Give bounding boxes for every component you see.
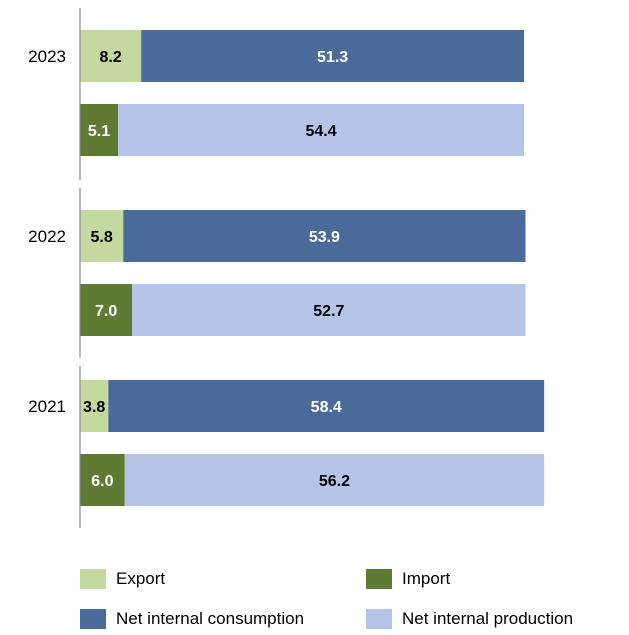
- data-label-2023-import: 5.1: [88, 123, 110, 140]
- bar-2022-import: [80, 284, 133, 336]
- legend-swatch-import: [366, 569, 392, 589]
- legend-label-net-internal-production: Net internal production: [402, 609, 574, 628]
- bar-2021-export: [80, 380, 109, 432]
- data-label-2022-net-internal-production: 52.7: [313, 303, 344, 320]
- bar-2021-import: [80, 454, 125, 506]
- legend-item-net-internal-consumption: Net internal consumption: [80, 609, 304, 629]
- bar-2023-export: [80, 30, 142, 82]
- data-label-2022-export: 5.8: [91, 229, 113, 246]
- data-label-2021-net-internal-production: 56.2: [319, 473, 350, 490]
- data-label-2021-net-internal-consumption: 58.4: [311, 399, 342, 416]
- bar-2023-import: [80, 104, 119, 156]
- data-label-2023-export: 8.2: [99, 49, 121, 66]
- bar-2022-net-internal-consumption: [123, 210, 526, 262]
- legend-swatch-export: [80, 569, 106, 589]
- legend-label-import: Import: [402, 569, 451, 588]
- bar-2021-net-internal-production: [124, 454, 545, 506]
- legend-label-export: Export: [116, 569, 166, 588]
- data-label-2023-net-internal-production: 54.4: [305, 123, 336, 140]
- data-label-2022-import: 7.0: [95, 303, 117, 320]
- data-label-2022-net-internal-consumption: 53.9: [309, 229, 340, 246]
- bar-2023-net-internal-consumption: [141, 30, 524, 82]
- data-label-2021-export: 3.8: [83, 399, 105, 416]
- legend-item-net-internal-production: Net internal production: [366, 609, 573, 629]
- year-label-2023: 2023: [28, 47, 66, 66]
- data-label-2023-net-internal-consumption: 51.3: [317, 49, 348, 66]
- legend-swatch-net-internal-consumption: [80, 609, 106, 629]
- data-label-2021-import: 6.0: [91, 473, 113, 490]
- legend-item-import: Import: [366, 569, 450, 589]
- bar-2022-net-internal-production: [132, 284, 526, 336]
- bar-2023-net-internal-production: [118, 104, 525, 156]
- bar-2021-net-internal-consumption: [108, 380, 545, 432]
- legend-swatch-net-internal-production: [366, 609, 392, 629]
- year-label-2021: 2021: [28, 397, 66, 416]
- legend-label-net-internal-consumption: Net internal consumption: [116, 609, 305, 628]
- year-label-2022: 2022: [28, 227, 66, 246]
- legend-item-export: Export: [80, 569, 165, 589]
- bar-2022-export: [80, 210, 124, 262]
